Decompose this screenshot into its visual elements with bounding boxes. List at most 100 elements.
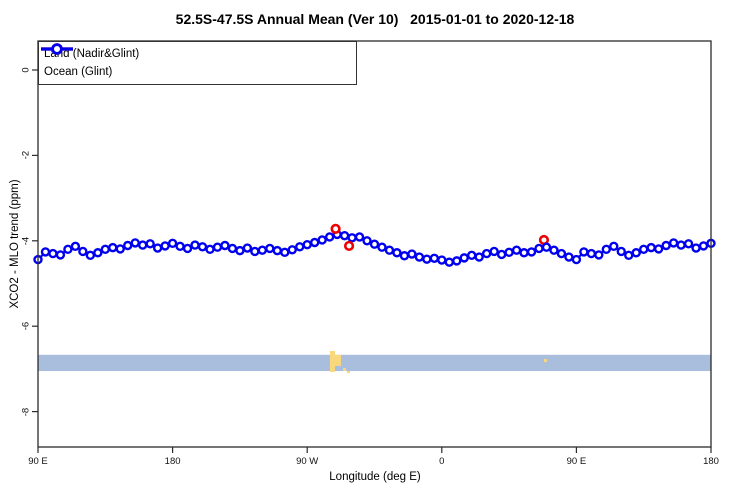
ocean-data-point xyxy=(182,243,193,254)
ocean-data-point xyxy=(653,244,664,254)
ocean-data-point xyxy=(235,245,245,256)
land-patch xyxy=(346,371,350,374)
ocean-data-point xyxy=(197,242,208,252)
legend-item-land: Land (Nadir&Glint) xyxy=(39,43,356,63)
plot-border xyxy=(37,40,712,448)
ocean-data-point xyxy=(123,240,133,251)
land-patch xyxy=(543,359,547,363)
y-tick-label: -8 xyxy=(20,407,32,416)
ocean-data-point xyxy=(85,250,96,261)
x-tick-label: 90 E xyxy=(28,456,48,467)
ocean-data-point xyxy=(571,254,582,265)
ocean-data-point xyxy=(474,252,484,262)
chart-title: 52.5S-47.5S Annual Mean (Ver 10) 2015-01… xyxy=(175,11,575,27)
ocean-data-point xyxy=(55,250,66,260)
ocean-data-point xyxy=(467,250,477,261)
ocean-data-point xyxy=(459,253,469,263)
ocean-data-point xyxy=(324,232,335,242)
ocean-data-point xyxy=(609,241,619,252)
land-data-point xyxy=(330,223,341,234)
ocean-data-point xyxy=(93,248,103,258)
ocean-data-point xyxy=(100,244,111,255)
land-patch xyxy=(329,350,336,372)
y-tick-label: -6 xyxy=(20,321,32,331)
ocean-data-point xyxy=(429,253,440,264)
x-tick-label: 180 xyxy=(703,456,719,467)
x-tick-label: 90 W xyxy=(296,456,319,467)
ocean-data-point xyxy=(392,248,402,258)
x-tick-label: 180 xyxy=(164,456,181,467)
ocean-data-point xyxy=(78,246,88,257)
ocean-data-point xyxy=(676,240,686,250)
ocean-data-point xyxy=(242,243,253,253)
ocean-data-point xyxy=(295,242,305,252)
y-tick-label: 0 xyxy=(20,67,32,73)
ocean-data-point xyxy=(549,245,559,255)
x-tick-label: 0 xyxy=(439,456,445,467)
ocean-data-point xyxy=(541,242,552,252)
ocean-data-point xyxy=(452,256,462,266)
x-axis-label: Longitude (deg E) xyxy=(329,471,421,483)
ocean-data-point xyxy=(362,236,372,246)
land-patch xyxy=(343,368,347,372)
ocean-series-symbol-icon xyxy=(41,43,73,55)
ocean-data-point xyxy=(668,238,679,248)
ocean-data-point xyxy=(160,241,170,251)
ocean-data-point xyxy=(220,240,230,251)
ocean-data-point xyxy=(257,245,268,255)
ocean-data-point xyxy=(205,244,215,255)
ocean-data-point xyxy=(354,232,365,242)
ocean-data-point xyxy=(212,242,223,252)
legend-item-ocean: Ocean (Glint) xyxy=(39,43,356,81)
ocean-data-point xyxy=(227,243,238,254)
ocean-data-point xyxy=(579,247,589,257)
ocean-data-point xyxy=(339,230,350,241)
ocean-data-point xyxy=(444,257,454,267)
ocean-data-point xyxy=(399,251,410,261)
ocean-data-point xyxy=(616,246,626,257)
ocean-data-point xyxy=(489,246,499,257)
ocean-data-point xyxy=(152,243,163,253)
ocean-data-point xyxy=(691,243,701,253)
ocean-data-point xyxy=(63,244,73,255)
legend-label-ocean: Ocean (Glint) xyxy=(44,66,113,78)
ocean-data-point xyxy=(601,244,612,255)
ocean-data-point xyxy=(407,249,417,259)
ocean-data-point xyxy=(698,241,709,251)
ocean-data-point xyxy=(130,238,140,248)
ocean-data-point xyxy=(594,250,604,260)
ocean-data-point xyxy=(511,245,522,255)
ocean-data-point xyxy=(70,241,81,252)
ocean-data-point xyxy=(175,241,185,252)
ocean-data-point xyxy=(564,252,574,262)
ocean-data-point xyxy=(287,245,297,255)
ocean-data-point xyxy=(167,238,178,249)
ocean-data-point xyxy=(422,254,432,264)
x-tick-label: 90 E xyxy=(566,456,587,467)
ocean-data-point xyxy=(250,246,260,257)
ocean-data-point xyxy=(646,242,656,253)
ocean-data-point xyxy=(190,240,200,250)
ocean-data-point xyxy=(384,245,395,255)
land-patch xyxy=(333,354,341,366)
ocean-data-point xyxy=(504,247,514,258)
ocean-data-point xyxy=(556,248,567,259)
land-data-point xyxy=(343,240,355,252)
ocean-data-point xyxy=(683,239,694,249)
ocean-data-point xyxy=(631,248,641,258)
ocean-data-point xyxy=(317,235,327,245)
y-axis-label: XCO2 - MLO trend (ppm) xyxy=(9,179,21,309)
ocean-data-point xyxy=(377,242,387,252)
ocean-data-point xyxy=(586,248,597,259)
ocean-data-point xyxy=(280,247,290,258)
ocean-data-point xyxy=(137,240,148,250)
ocean-data-point xyxy=(272,245,282,256)
ocean-data-point xyxy=(661,240,671,251)
y-tick-label: -2 xyxy=(20,151,32,160)
ocean-data-point xyxy=(526,247,537,257)
ocean-data-point xyxy=(369,239,380,249)
legend-box: Land (Nadir&Glint) Ocean (Glint) xyxy=(38,41,357,85)
ocean-data-point xyxy=(108,242,118,253)
